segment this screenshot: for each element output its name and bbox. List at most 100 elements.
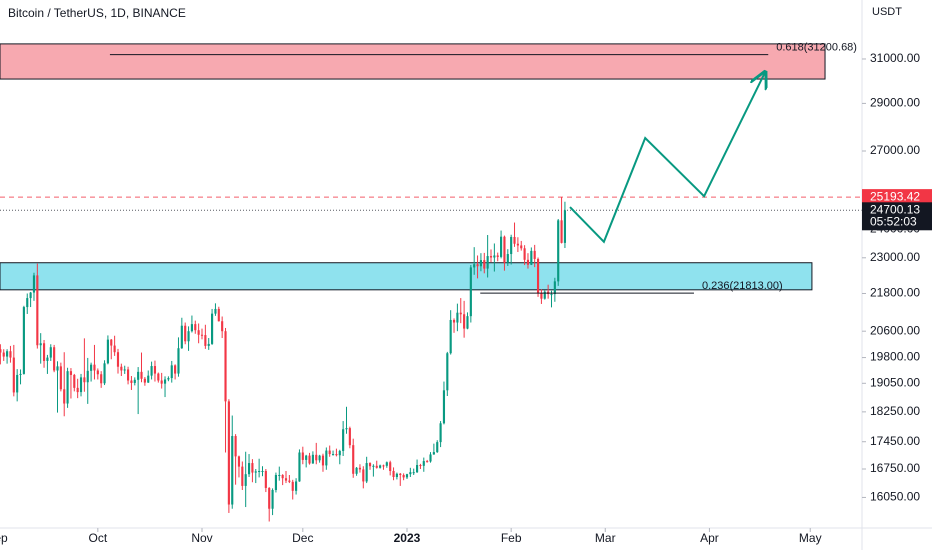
candle-body [207,343,210,346]
candle-body [476,264,479,267]
candle-body [184,325,187,342]
fib-label: 0.618(31200.68) [776,42,857,54]
candle-body [419,465,422,467]
candle-body [348,428,351,446]
candle-body [355,467,358,474]
candle-body [274,474,278,491]
candle-body [500,236,503,257]
candle-body [247,463,251,475]
candle-body [392,470,395,477]
candle-body [120,366,123,371]
candle-body [204,335,207,346]
candle-body [200,334,204,336]
candle-body [530,250,533,265]
candle-body [19,373,22,375]
candle-body [180,325,183,349]
candle-body [271,490,274,509]
candle-body [56,366,59,371]
y-tick-label: 20600.00 [870,323,920,337]
x-tick-label: Dec [292,531,313,545]
candle-body [345,428,348,430]
candle-body [338,450,341,456]
candle-body [523,248,526,260]
candle-body [16,374,19,393]
y-tick-label: 21800.00 [870,286,920,300]
candle-body [49,347,52,358]
candle-body [533,250,536,259]
currency-label: USDT [872,6,902,18]
candle-body [100,374,103,384]
candle-body [358,467,362,470]
candle-body [147,375,150,383]
candle-body [362,469,365,482]
candle-body [298,452,301,482]
candle-body [12,357,15,393]
candle-body [163,379,167,384]
candle-body [563,210,567,243]
candle-body [301,452,304,460]
candle-body [415,465,419,473]
candle-body [496,255,499,257]
candle-body [217,308,220,322]
y-tick-label: 16750.00 [870,461,920,475]
candle-body [553,281,556,295]
candle-body [90,364,93,371]
countdown-label: 05:52:03 [870,214,917,228]
candle-body [6,351,9,357]
candle-body [335,454,338,456]
candle-body [83,377,86,383]
candle-body [96,370,99,375]
candle-body [214,308,217,314]
candle-body [479,260,482,267]
candle-body [157,373,160,381]
candle-body [0,349,2,353]
x-tick-label: Oct [88,531,107,545]
candle-body [137,371,140,380]
candle-body [2,352,5,357]
x-tick-label: Nov [191,531,212,545]
candle-body [194,324,197,331]
candle-body [76,387,79,393]
candle-body [221,321,224,332]
candle-body [446,353,449,391]
candle-body [39,343,42,346]
candle-body [126,369,130,381]
candle-body [429,454,432,462]
candle-body [284,478,288,481]
y-tick-label: 19050.00 [870,375,920,389]
candle-body [177,348,180,374]
candle-body [331,454,335,456]
candle-body [231,436,234,505]
candle-body [32,275,36,293]
candle-body [486,256,489,269]
candle-body [560,220,563,243]
candle-body [557,220,560,282]
candle-body [234,436,237,457]
candle-body [103,363,106,384]
candle-body [36,275,39,346]
candle-body [53,347,56,371]
candle-body [46,357,49,361]
candle-body [452,319,456,323]
candle-body [93,364,96,371]
y-tick-label: 23000.00 [870,250,920,264]
candle-body [550,294,553,296]
candle-body [42,343,46,361]
candle-body [510,236,513,255]
candle-body [412,472,415,474]
candle-body [29,292,32,299]
candle-body [375,465,378,468]
candle-body [268,487,271,509]
candle-body [143,378,146,383]
candle-body [26,298,29,308]
price-label: 25193.42 [870,189,920,203]
candle-body [342,429,345,451]
candle-body [516,243,519,246]
candle-body [311,454,314,464]
y-tick-label: 17450.00 [870,434,920,448]
candle-body [187,331,190,342]
candle-body [69,371,73,375]
plot-area [0,43,862,522]
candle-body [291,481,294,491]
candle-body [59,366,62,390]
